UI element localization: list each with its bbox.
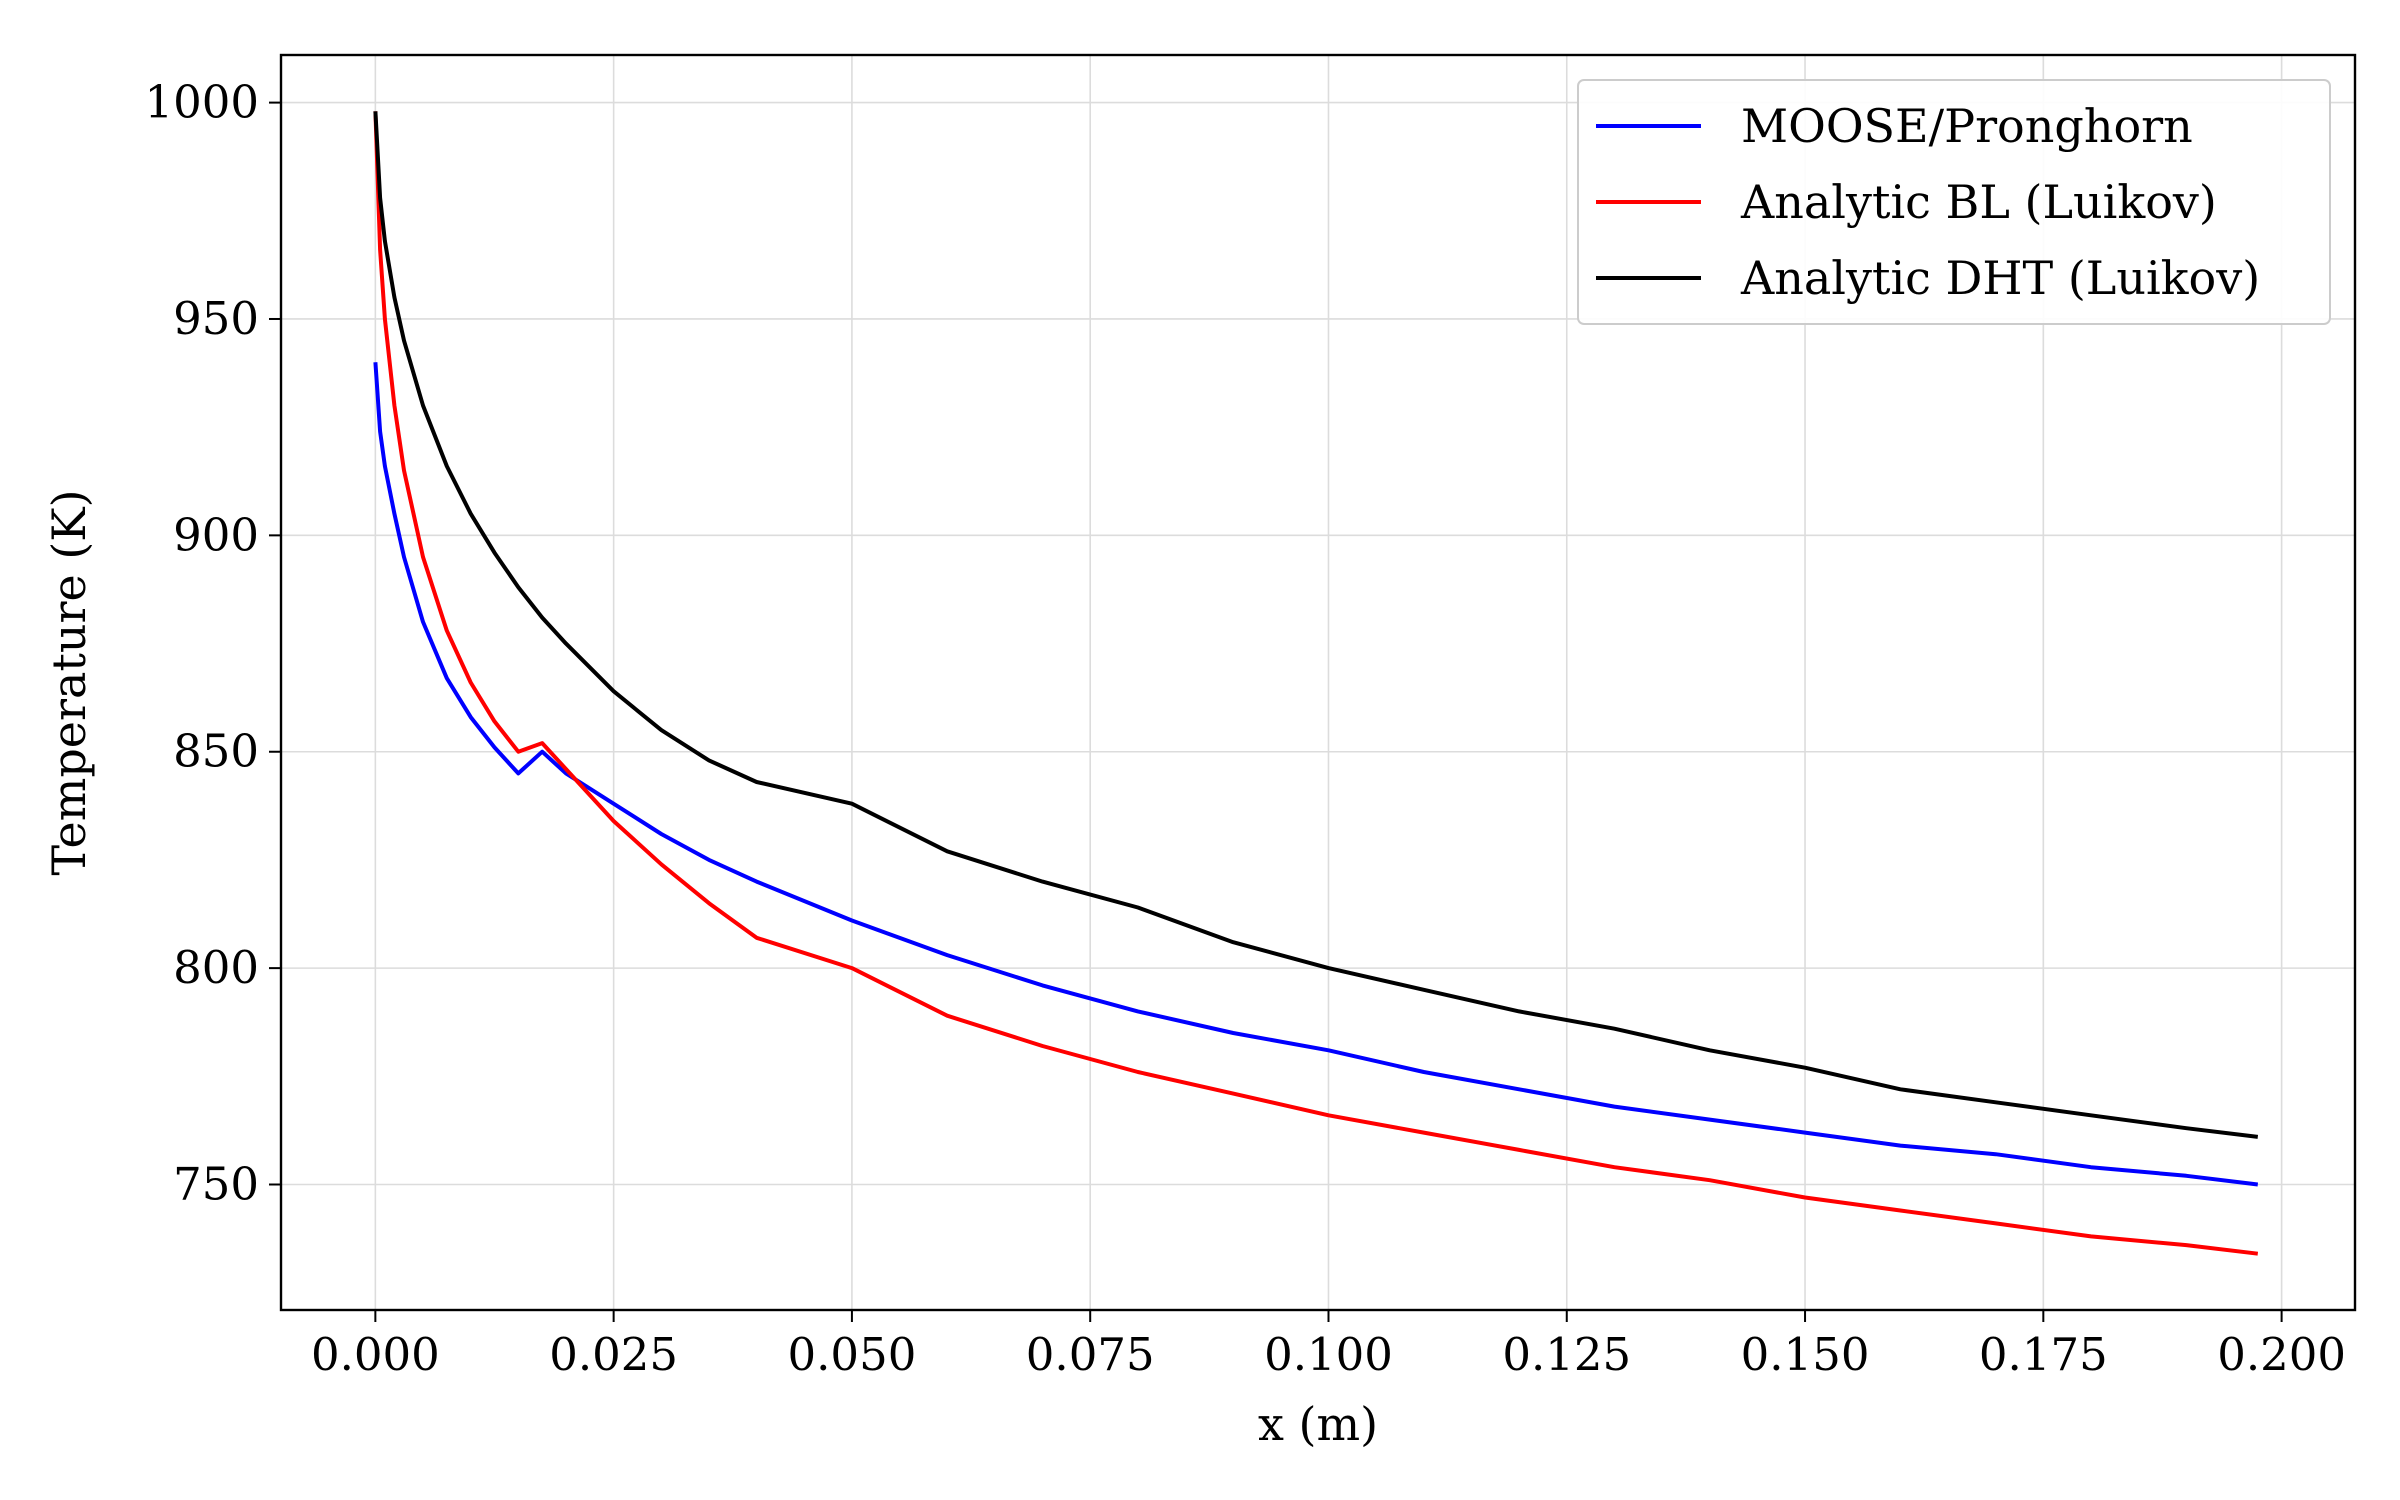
x-tick-label: 0.000: [311, 1328, 440, 1381]
x-tick-label: 0.050: [788, 1328, 917, 1381]
x-tick-label: 0.175: [1979, 1328, 2108, 1381]
series-line-analytic-bl-luikov: [373, 111, 2259, 1256]
x-tick-label: 0.125: [1502, 1328, 1631, 1381]
x-tick-label: 0.075: [1026, 1328, 1155, 1381]
y-tick-label: 750: [173, 1158, 259, 1211]
legend-label: MOOSE/Pronghorn: [1741, 99, 2193, 153]
y-tick-label: 1000: [144, 76, 259, 129]
plot-frame: [279, 53, 2357, 1312]
series-line-analytic-dht-luikov: [373, 111, 2259, 1139]
x-axis-label: x (m): [1258, 1397, 1378, 1451]
x-tick-label: 0.100: [1264, 1328, 1393, 1381]
x-tick-label: 0.025: [549, 1328, 678, 1381]
series-group: [373, 111, 2259, 1256]
x-axis-ticks: 0.000 0.025 0.050 0.075 0.100 0.125 0.150 0.175…: [311, 1310, 2346, 1381]
y-axis-ticks: 750 800 850 900 950 1000: [144, 76, 281, 1211]
y-tick-label: 900: [173, 508, 259, 561]
x-tick-label: 0.200: [2217, 1328, 2346, 1381]
y-tick-label: 800: [173, 941, 259, 994]
legend-label: Analytic DHT (Luikov): [1740, 251, 2260, 305]
y-axis-label: Temperature (K): [42, 489, 96, 875]
y-tick-label: 850: [173, 725, 259, 778]
x-tick-label: 0.150: [1741, 1328, 1870, 1381]
y-tick-label: 950: [173, 292, 259, 345]
legend-label: Analytic BL (Luikov): [1740, 175, 2217, 229]
legend-box: [1577, 79, 2331, 325]
series-line-moose-pronghorn: [373, 362, 2259, 1187]
legend: MOOSE/Pronghorn Analytic BL (Luikov) Analy…: [1577, 79, 2331, 325]
